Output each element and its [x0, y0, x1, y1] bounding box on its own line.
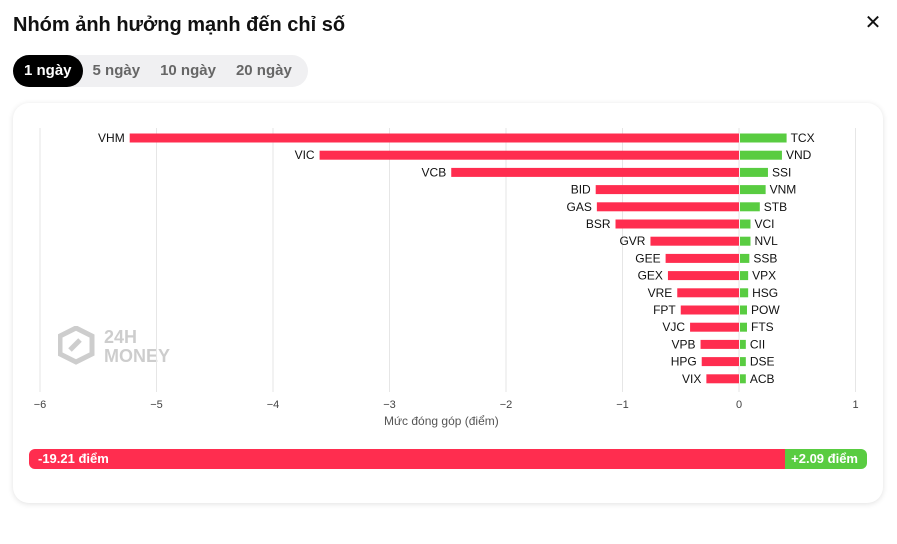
tab-1-day[interactable]: 1 ngày [13, 55, 83, 87]
positive-bar [740, 271, 749, 281]
negative-bar [451, 167, 739, 177]
contribution-bar-chart: −6 −5 −4 −3 −2 −1 0 1 VHM VIC VCB BID GAS BSR GVR GEE GE… [34, 128, 859, 411]
positive-bar-label: VPX [752, 269, 776, 283]
negative-bar-label: VRE [648, 286, 673, 300]
negative-bar-label: VIX [682, 372, 701, 386]
positive-bar-label: SSB [753, 251, 777, 265]
positive-bar [740, 167, 768, 177]
negative-bar [700, 339, 739, 349]
negative-bar [129, 133, 739, 143]
negative-bar [650, 236, 739, 246]
x-tick-label: −2 [500, 399, 513, 411]
x-tick-label: 0 [736, 399, 742, 411]
positive-bar [740, 339, 746, 349]
negative-bar [319, 150, 739, 160]
tab-20-days[interactable]: 20 ngày [235, 62, 292, 79]
negative-bar-label: BSR [586, 217, 611, 231]
positive-bar [740, 253, 750, 263]
positive-bar [740, 202, 760, 212]
positive-bar-label: STB [764, 200, 787, 214]
positive-bar [740, 305, 747, 315]
negative-bar-label: VCB [422, 165, 447, 179]
close-icon[interactable]: ✕ [864, 12, 882, 34]
summary-bar: -19.21 điểm +2.09 điểm [29, 449, 867, 469]
x-axis-title: Mức đóng góp (điểm) [384, 414, 499, 428]
negative-total-label: -19.21 điểm [29, 449, 785, 469]
positive-bar-label: POW [751, 303, 780, 317]
negative-bar-label: VIC [295, 148, 315, 162]
positive-bar [740, 288, 749, 298]
negative-bar [677, 288, 739, 298]
positive-bar-label: ACB [750, 372, 775, 386]
negative-bar [595, 185, 739, 195]
x-tick-label: −1 [616, 399, 629, 411]
negative-bar-label: GVR [619, 234, 645, 248]
page-title: Nhóm ảnh hưởng mạnh đến chỉ số [13, 14, 346, 36]
x-tick-label: −6 [34, 399, 47, 411]
positive-bar-label: TCX [791, 131, 815, 145]
x-tick-label: −3 [383, 399, 396, 411]
negative-bar [596, 202, 739, 212]
negative-bar [701, 357, 739, 367]
negative-bar-label: GEX [638, 269, 663, 283]
positive-bar-label: HSG [752, 286, 778, 300]
negative-bar-label: VPB [672, 337, 696, 351]
tab-10-days[interactable]: 10 ngày [160, 62, 216, 79]
negative-bar [665, 253, 739, 263]
positive-bar-label: FTS [751, 320, 774, 334]
tab-5-days[interactable]: 5 ngày [92, 62, 141, 79]
positive-bar-label: CII [750, 337, 765, 351]
x-tick-label: −5 [150, 399, 163, 411]
negative-bar [706, 374, 739, 384]
negative-bar [667, 271, 739, 281]
positive-bar [740, 374, 746, 384]
negative-bar-label: GAS [567, 200, 592, 214]
x-tick-label: 1 [852, 399, 858, 411]
positive-bar [740, 236, 751, 246]
positive-bar [740, 133, 787, 143]
watermark-logo: 24H MONEY [58, 326, 170, 366]
negative-bar [690, 322, 739, 332]
positive-bar-label: VCI [754, 217, 774, 231]
x-tick-label: −4 [267, 399, 280, 411]
watermark-logo-icon [58, 326, 95, 365]
positive-bar [740, 322, 747, 332]
positive-bar [740, 185, 766, 195]
positive-total-label: +2.09 điểm [784, 449, 867, 469]
positive-bar-label: SSI [772, 165, 791, 179]
watermark-text-top: 24H [104, 327, 137, 347]
period-tabs: 1 ngày 5 ngày 10 ngày 20 ngày [13, 55, 308, 87]
negative-bar [680, 305, 739, 315]
negative-bar-label: VHM [98, 131, 125, 145]
positive-bar [740, 357, 746, 367]
negative-bar-label: HPG [671, 355, 697, 369]
watermark-text-bottom: MONEY [104, 346, 170, 366]
positive-bar-label: NVL [754, 234, 778, 248]
positive-bar-label: VND [786, 148, 812, 162]
negative-bar [615, 219, 739, 229]
negative-bar-label: GEE [635, 251, 660, 265]
negative-bar-label: VJC [662, 320, 685, 334]
positive-bar-label: DSE [750, 355, 775, 369]
positive-bar-label: VNM [770, 183, 797, 197]
positive-bar [740, 219, 751, 229]
positive-bar [740, 150, 782, 160]
negative-bar-label: BID [571, 183, 591, 197]
negative-bar-label: FPT [653, 303, 676, 317]
